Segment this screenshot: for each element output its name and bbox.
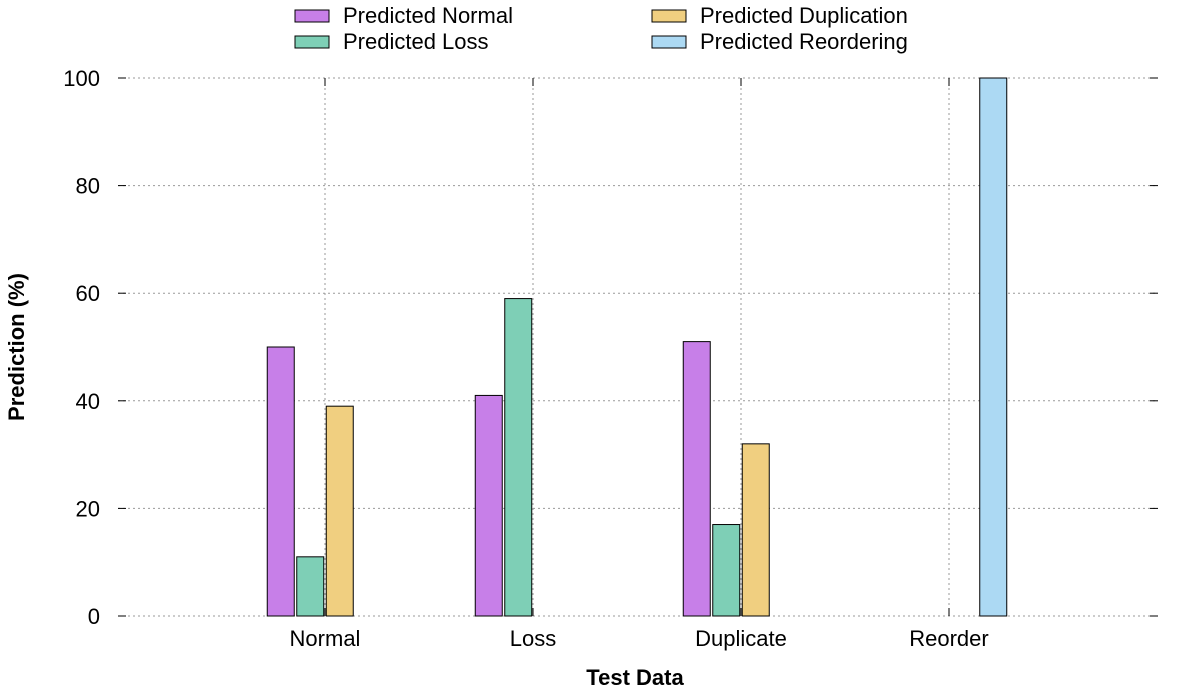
- y-tick-label: 0: [88, 604, 100, 629]
- bar-predicted-duplication-duplicate: [741, 443, 770, 617]
- legend-label: Predicted Reordering: [700, 29, 908, 54]
- bar-predicted-loss-loss: [504, 298, 533, 617]
- bar-predicted-normal-loss: [474, 394, 503, 617]
- legend-swatch: [294, 9, 330, 23]
- x-tick-label: Loss: [510, 626, 556, 651]
- x-axis-ticks: Normal Loss Duplicate Reorder: [290, 78, 989, 651]
- legend-swatch: [651, 9, 687, 23]
- legend-label: Predicted Loss: [343, 29, 489, 54]
- bar-predicted-normal-duplicate: [682, 341, 711, 617]
- bar-predicted-normal-normal: [266, 346, 295, 617]
- y-tick-label: 60: [76, 281, 100, 306]
- bar-predicted-reordering-reorder: [979, 77, 1008, 617]
- legend-swatch: [294, 35, 330, 49]
- x-axis-title: Test Data: [586, 665, 684, 690]
- y-axis-ticks: 0 20 40 60 80 100: [63, 66, 1158, 629]
- legend-item: Predicted Loss: [294, 29, 489, 54]
- legend-item: Predicted Normal: [294, 3, 513, 28]
- y-tick-label: 40: [76, 389, 100, 414]
- bar-predicted-loss-normal: [296, 556, 325, 617]
- x-tick-label: Normal: [290, 626, 361, 651]
- y-tick-label: 80: [76, 174, 100, 199]
- y-axis-title: Prediction (%): [4, 273, 29, 421]
- bar-predicted-loss-duplicate: [712, 524, 741, 617]
- legend-label: Predicted Duplication: [700, 3, 908, 28]
- legend-label: Predicted Normal: [343, 3, 513, 28]
- y-tick-label: 20: [76, 496, 100, 521]
- x-tick-label: Reorder: [909, 626, 988, 651]
- bars: [266, 77, 1008, 617]
- y-tick-label: 100: [63, 66, 100, 91]
- legend-item: Predicted Reordering: [651, 29, 908, 54]
- legend-item: Predicted Duplication: [651, 3, 908, 28]
- legend-swatch: [651, 35, 687, 49]
- x-tick-label: Duplicate: [695, 626, 787, 651]
- bar-predicted-duplication-normal: [325, 405, 354, 617]
